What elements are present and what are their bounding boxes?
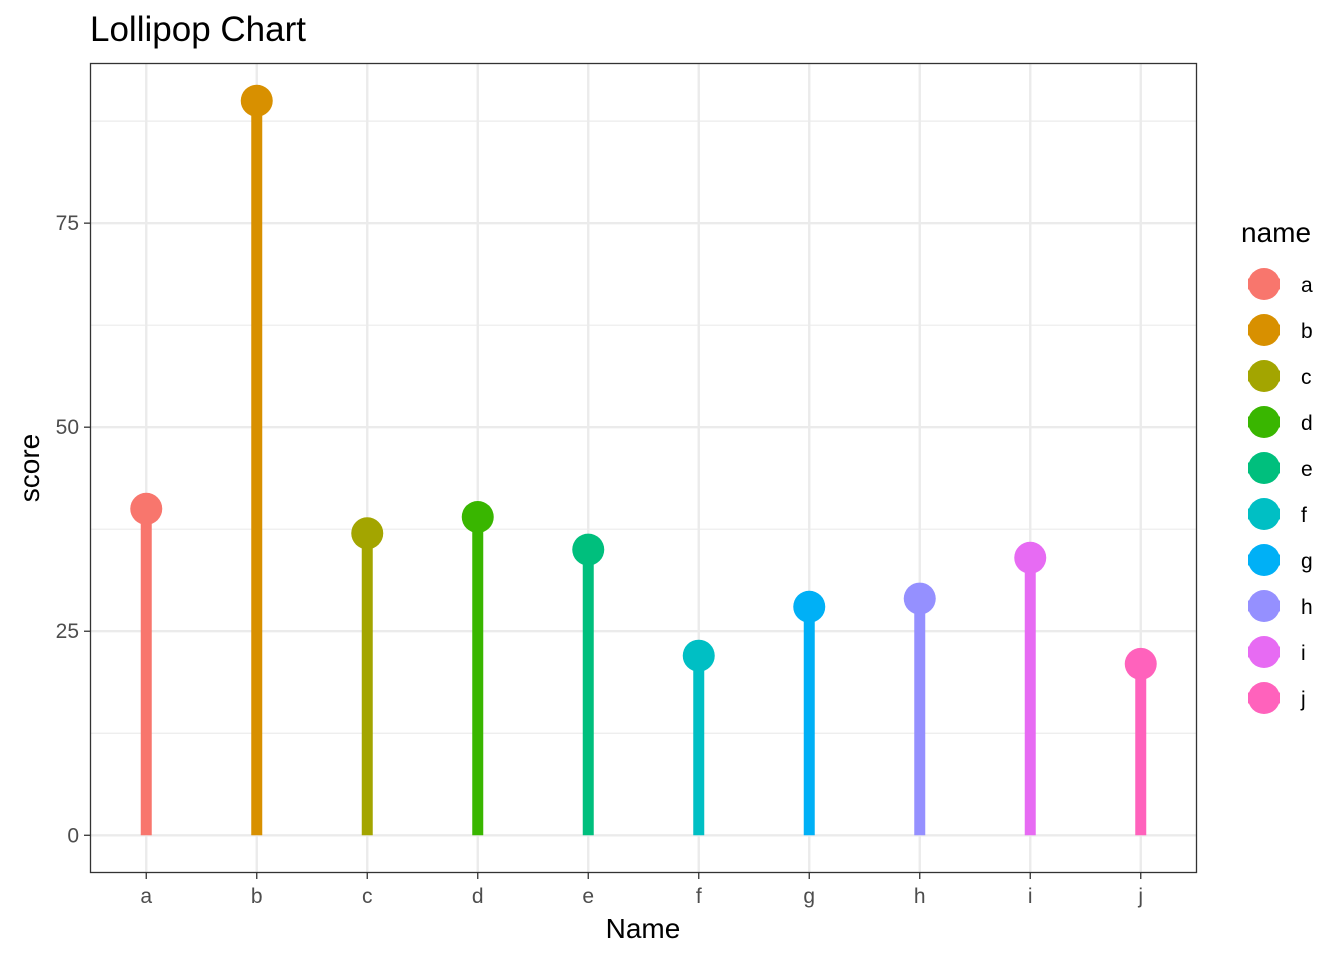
legend-key-point	[1248, 314, 1280, 346]
x-tick-label: d	[472, 885, 484, 908]
lollipop-point-d	[461, 500, 494, 533]
legend-label: d	[1301, 412, 1313, 435]
legend-title: name	[1241, 217, 1311, 248]
lollipop-point-h	[903, 582, 936, 615]
x-tick-label: c	[362, 885, 373, 908]
lollipop-point-c	[351, 517, 384, 550]
chart-title: Lollipop Chart	[90, 10, 306, 49]
legend-label: a	[1301, 274, 1313, 297]
legend-key-point	[1248, 682, 1280, 714]
legend-label: g	[1301, 550, 1313, 573]
legend-label: b	[1301, 320, 1313, 343]
legend-label: e	[1301, 458, 1313, 481]
legend-key-point	[1248, 452, 1280, 484]
x-tick-label: a	[140, 885, 152, 908]
legend-key-point	[1248, 406, 1280, 438]
lollipop-point-f	[682, 639, 715, 672]
x-tick-label: g	[803, 885, 815, 908]
lollipop-point-i	[1014, 541, 1047, 574]
plot-panel-border	[89, 62, 1198, 874]
y-axis-label: score	[14, 434, 45, 502]
x-axis-label: Name	[606, 913, 681, 944]
y-tick-label: 0	[67, 824, 79, 847]
axes: 0 25 50 75 a b c d e f g h i j	[56, 212, 1143, 908]
lollipop-point-j	[1124, 647, 1157, 680]
legend-label: i	[1301, 642, 1306, 665]
lollipop-point-a	[130, 492, 163, 525]
x-tick-label: j	[1137, 885, 1143, 908]
lollipop-point-g	[793, 590, 826, 623]
x-tick-label: i	[1028, 885, 1033, 908]
legend-key-point	[1248, 544, 1280, 576]
lollipop-point-b	[240, 84, 273, 117]
x-tick-label: e	[582, 885, 594, 908]
y-tick-label: 25	[56, 620, 79, 643]
legend-key-point	[1248, 268, 1280, 300]
legend-label: h	[1301, 596, 1313, 619]
legend-key-point	[1248, 498, 1280, 530]
y-tick-label: 75	[56, 212, 79, 235]
x-tick-label: h	[914, 885, 926, 908]
x-tick-label: f	[696, 885, 702, 908]
plot-marks	[130, 84, 1157, 836]
legend-key-point	[1248, 590, 1280, 622]
legend-label: c	[1301, 366, 1312, 389]
legend-label: f	[1301, 504, 1307, 527]
legend-key-point	[1248, 360, 1280, 392]
y-tick-label: 50	[56, 416, 79, 439]
lollipop-point-e	[572, 533, 605, 566]
legend-key-point	[1248, 636, 1280, 668]
x-tick-label: b	[251, 885, 263, 908]
legend-label: j	[1300, 688, 1306, 711]
